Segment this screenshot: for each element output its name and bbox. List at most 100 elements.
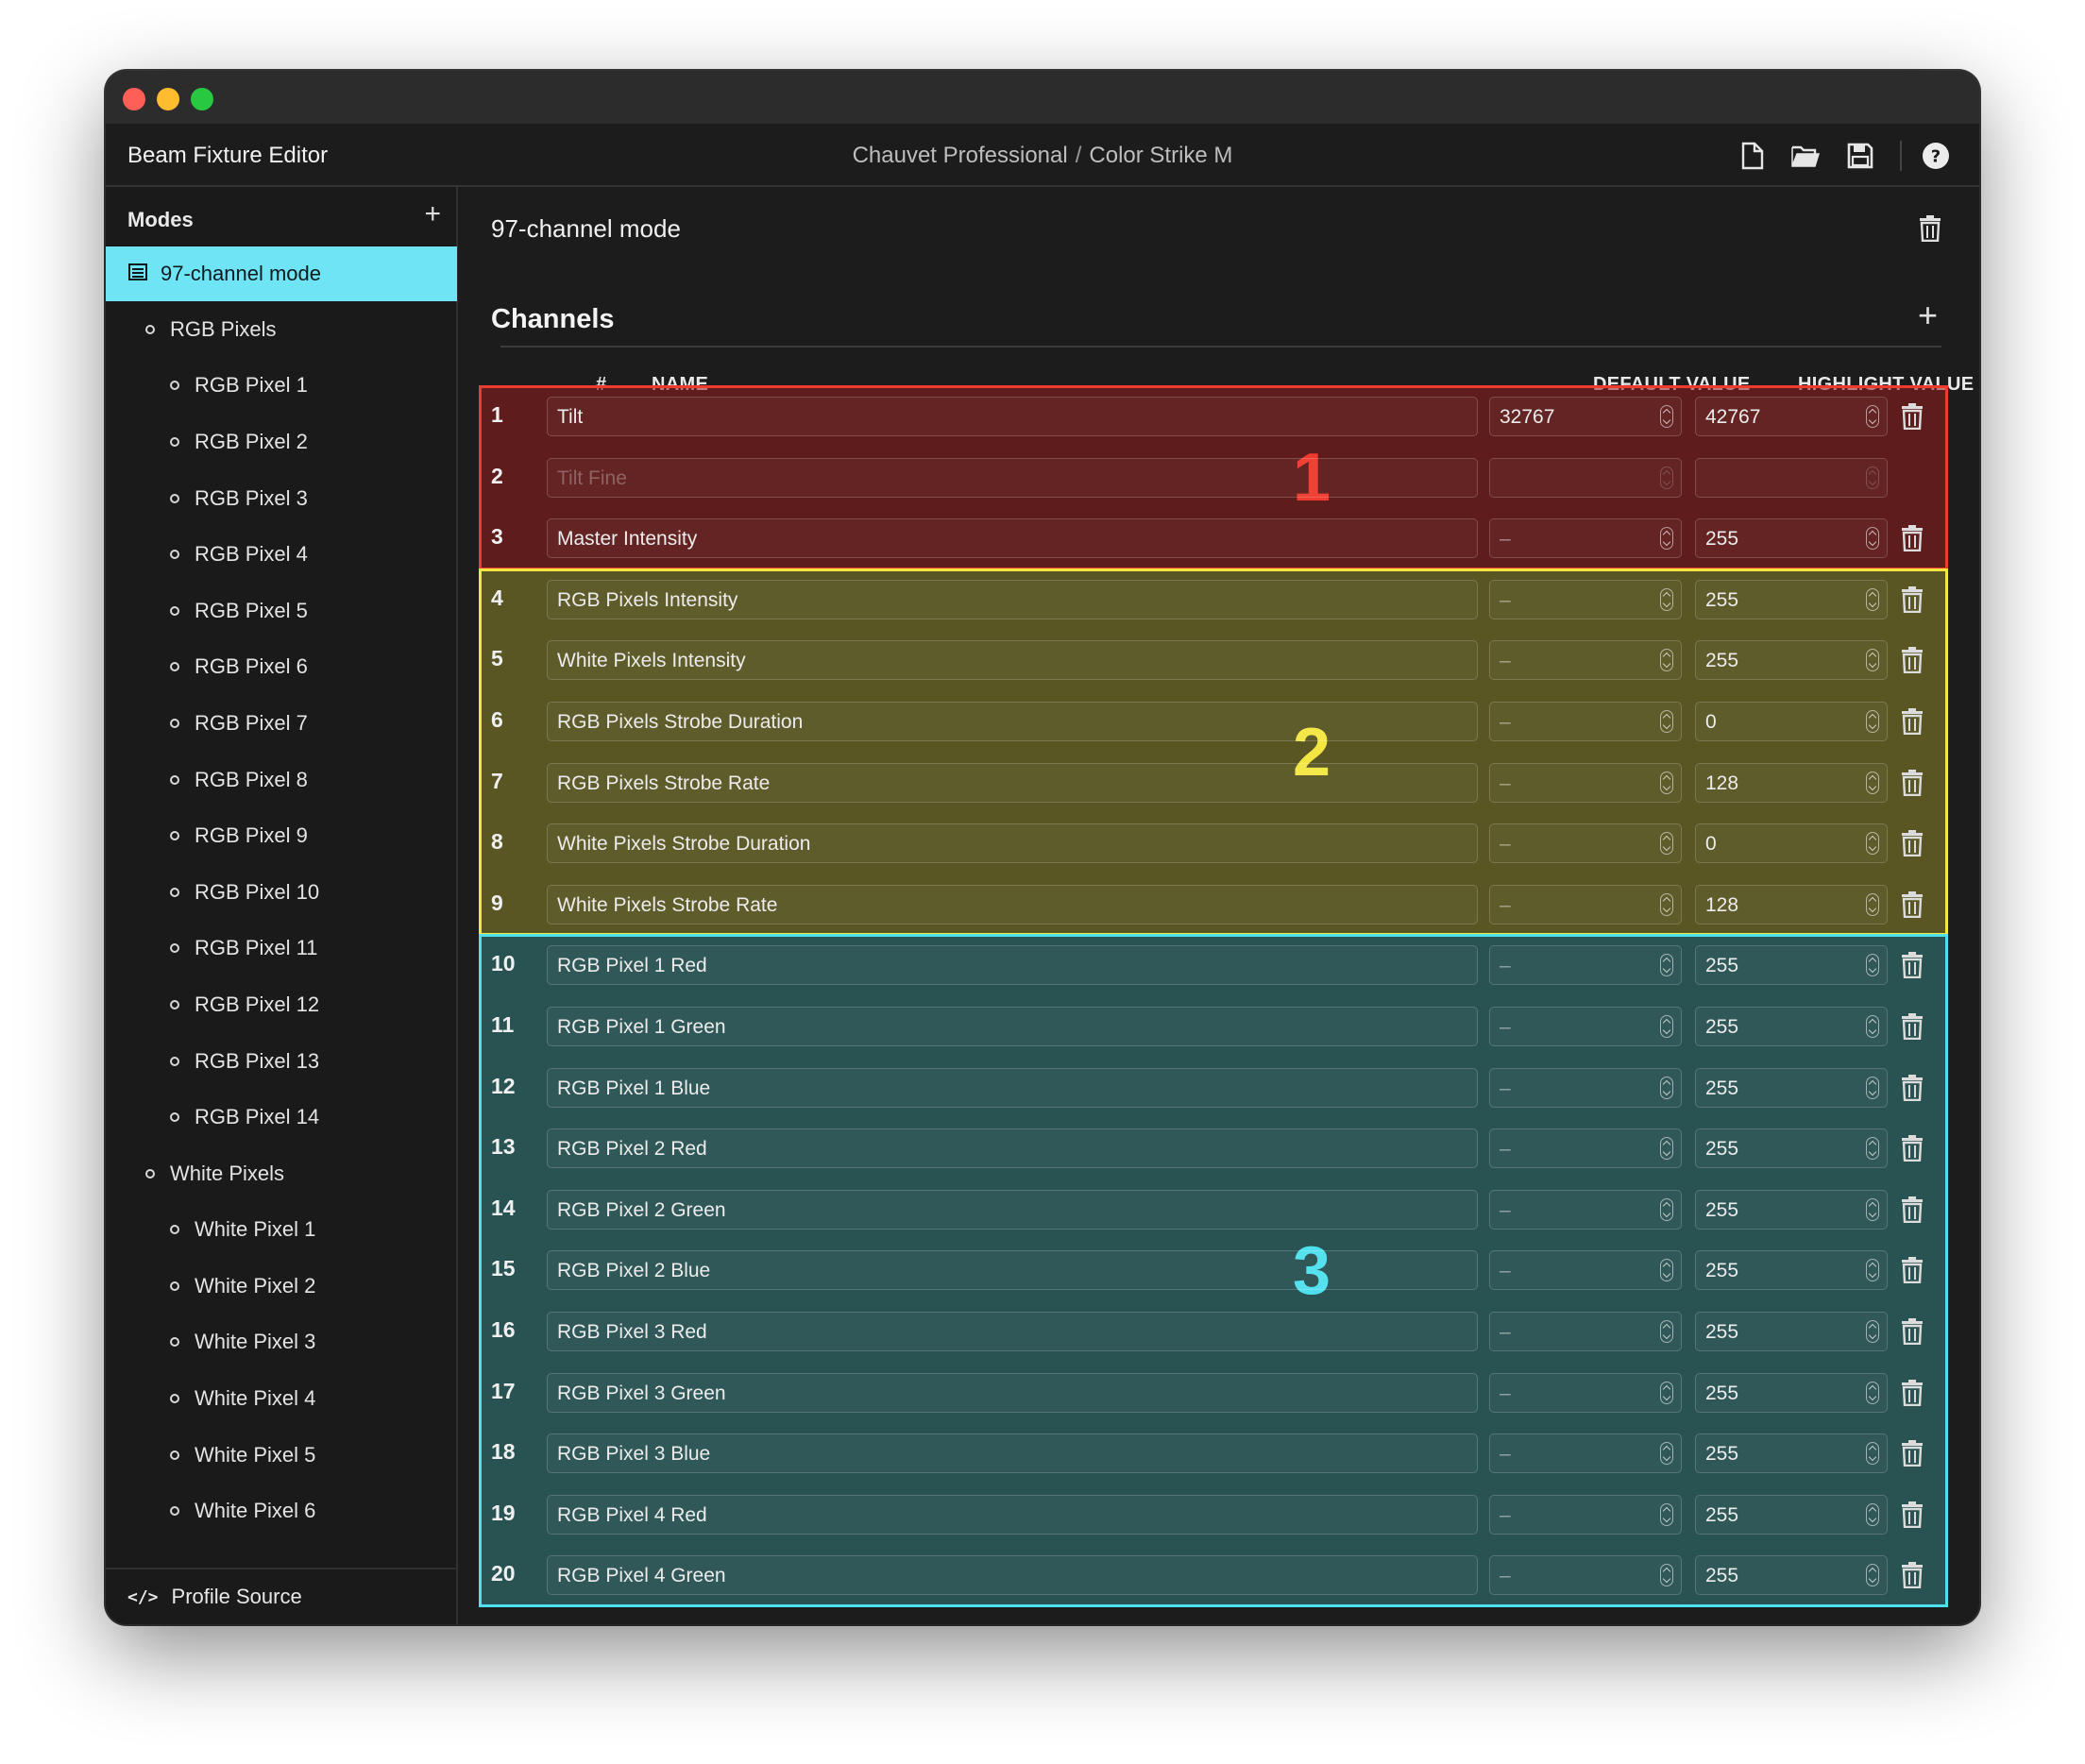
default-value-input[interactable]: – [1489,945,1682,986]
stepper-arrows-icon[interactable] [1660,405,1673,428]
stepper-arrows-icon[interactable] [1866,1502,1879,1526]
channel-name-input[interactable]: White Pixels Intensity [547,640,1478,681]
mode-subitem[interactable]: RGB Pixel 3 [106,470,457,527]
highlight-value-input[interactable]: 255 [1695,1128,1888,1169]
stepper-arrows-icon[interactable] [1660,1137,1673,1161]
stepper-arrows-icon[interactable] [1866,1076,1879,1099]
highlight-value-input[interactable]: 255 [1695,1433,1888,1474]
mode-group-item[interactable]: RGB Pixels [106,301,457,358]
channel-name-input[interactable]: RGB Pixels Intensity [547,579,1478,619]
highlight-value-input[interactable]: 255 [1695,1250,1888,1291]
delete-channel-trash-icon[interactable] [1901,1135,1924,1166]
mode-title[interactable]: 97-channel mode [491,214,681,243]
highlight-value-input[interactable]: 255 [1695,1067,1888,1108]
delete-channel-trash-icon[interactable] [1901,890,1924,923]
default-value-input[interactable]: – [1489,1128,1682,1169]
default-value-input[interactable]: – [1489,884,1682,924]
stepper-arrows-icon[interactable] [1660,1564,1673,1587]
stepper-arrows-icon[interactable] [1660,1320,1673,1343]
delete-channel-trash-icon[interactable] [1901,1074,1924,1106]
stepper-arrows-icon[interactable] [1660,892,1673,916]
stepper-arrows-icon[interactable] [1660,1442,1673,1466]
delete-channel-trash-icon[interactable] [1901,647,1924,678]
delete-channel-trash-icon[interactable] [1901,1440,1924,1471]
default-value-input[interactable]: – [1489,1189,1682,1230]
mode-subitem[interactable]: White Pixel 5 [106,1427,457,1484]
channel-name-input[interactable]: White Pixels Strobe Duration [547,823,1478,864]
stepper-arrows-icon[interactable] [1866,1442,1879,1466]
stepper-arrows-icon[interactable] [1866,405,1879,428]
mode-subitem[interactable]: RGB Pixel 11 [106,921,457,977]
mode-subitem[interactable]: RGB Pixel 8 [106,752,457,808]
mode-item-selected[interactable]: 97-channel mode [106,246,457,301]
stepper-arrows-icon[interactable] [1660,587,1673,611]
mode-subitem[interactable]: White Pixel 1 [106,1202,457,1259]
stepper-arrows-icon[interactable] [1660,832,1673,856]
channel-name-input[interactable]: RGB Pixel 3 Blue [547,1433,1478,1474]
highlight-value-input[interactable]: 255 [1695,1494,1888,1535]
default-value-input[interactable]: – [1489,1312,1682,1351]
highlight-value-input[interactable]: 0 [1695,823,1888,864]
channel-name-input[interactable]: RGB Pixel 4 Green [547,1555,1478,1596]
delete-channel-trash-icon[interactable] [1901,1318,1924,1349]
highlight-value-input[interactable]: 255 [1695,1007,1888,1046]
stepper-arrows-icon[interactable] [1866,527,1879,551]
delete-channel-trash-icon[interactable] [1901,1013,1924,1044]
close-window-button[interactable] [123,88,145,110]
mode-subitem[interactable]: White Pixel 3 [106,1315,457,1371]
mode-subitem[interactable]: RGB Pixel 14 [106,1089,457,1145]
delete-channel-trash-icon[interactable] [1901,1501,1924,1533]
default-value-input[interactable]: – [1489,1372,1682,1413]
stepper-arrows-icon[interactable] [1866,649,1879,672]
stepper-arrows-icon[interactable] [1866,587,1879,611]
mode-subitem[interactable]: RGB Pixel 2 [106,414,457,470]
save-icon[interactable] [1845,141,1875,171]
new-file-icon[interactable] [1738,141,1768,171]
highlight-value-input[interactable]: 255 [1695,1189,1888,1230]
default-value-input[interactable]: – [1489,1555,1682,1596]
default-value-input[interactable]: – [1489,823,1682,864]
stepper-arrows-icon[interactable] [1866,771,1879,794]
delete-channel-trash-icon[interactable] [1901,585,1924,618]
highlight-value-input[interactable]: 255 [1695,945,1888,986]
default-value-input[interactable]: – [1489,1250,1682,1291]
channel-name-input[interactable]: White Pixels Strobe Rate [547,884,1478,924]
default-value-input[interactable]: – [1489,702,1682,741]
maximize-window-button[interactable] [191,88,213,110]
delete-channel-trash-icon[interactable] [1901,1257,1924,1288]
highlight-value-input[interactable]: 255 [1695,579,1888,619]
channel-name-input[interactable]: RGB Pixel 4 Red [547,1494,1478,1535]
stepper-arrows-icon[interactable] [1660,771,1673,794]
mode-subitem[interactable]: RGB Pixel 10 [106,864,457,921]
delete-channel-trash-icon[interactable] [1901,708,1924,739]
highlight-value-input[interactable]: 255 [1695,1555,1888,1596]
channel-name-input[interactable]: RGB Pixel 2 Blue [547,1250,1478,1291]
breadcrumb-fixture[interactable]: Color Strike M [1089,143,1233,168]
highlight-value-input[interactable]: 42767 [1695,397,1888,436]
stepper-arrows-icon[interactable] [1660,527,1673,551]
help-icon[interactable]: ? [1921,141,1951,171]
stepper-arrows-icon[interactable] [1866,710,1879,733]
default-value-input[interactable]: – [1489,1433,1682,1474]
highlight-value-input[interactable]: 255 [1695,518,1888,559]
stepper-arrows-icon[interactable] [1866,1320,1879,1343]
stepper-arrows-icon[interactable] [1866,1259,1879,1282]
channel-name-input[interactable]: RGB Pixel 2 Red [547,1128,1478,1169]
highlight-value-input[interactable]: 255 [1695,1312,1888,1351]
highlight-value-input[interactable]: 128 [1695,884,1888,924]
mode-subitem[interactable]: RGB Pixel 5 [106,583,457,639]
default-value-input[interactable]: – [1489,1007,1682,1046]
mode-subitem[interactable]: RGB Pixel 1 [106,358,457,415]
channel-name-input[interactable]: RGB Pixels Strobe Duration [547,702,1478,741]
delete-channel-trash-icon[interactable] [1901,1379,1924,1411]
stepper-arrows-icon[interactable] [1660,1015,1673,1038]
mode-subitem[interactable]: RGB Pixel 7 [106,695,457,752]
delete-channel-trash-icon[interactable] [1901,1196,1924,1228]
default-value-input[interactable]: 32767 [1489,397,1682,436]
stepper-arrows-icon[interactable] [1866,466,1879,489]
stepper-arrows-icon[interactable] [1660,1502,1673,1526]
default-value-input[interactable]: – [1489,518,1682,559]
delete-channel-trash-icon[interactable] [1901,830,1924,861]
default-value-input[interactable]: – [1489,1067,1682,1108]
stepper-arrows-icon[interactable] [1660,1197,1673,1221]
